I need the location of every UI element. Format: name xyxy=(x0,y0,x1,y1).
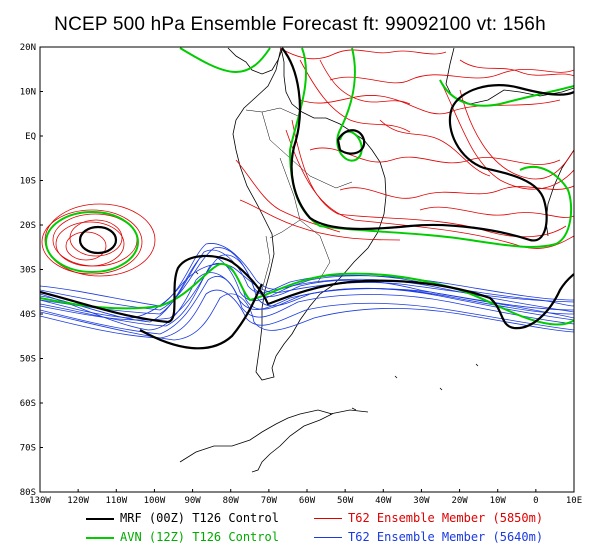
lat-tick-label: 70S xyxy=(20,444,36,454)
islands xyxy=(195,271,479,411)
lat-tick-label: 30S xyxy=(20,266,36,276)
lon-tick-label: 120W xyxy=(67,496,89,506)
lat-tick-label: 40S xyxy=(20,310,36,320)
africa-coast xyxy=(445,47,574,237)
lon-tick-label: 60W xyxy=(299,496,316,506)
lon-tick-label: 0 xyxy=(533,496,538,506)
blue-line-swatch xyxy=(314,537,342,538)
lon-tick-label: 20W xyxy=(451,496,468,506)
legend-label-red: T62 Ensemble Member (5850m) xyxy=(348,511,544,525)
lon-tick-label: 30W xyxy=(413,496,430,506)
avn-line-swatch xyxy=(86,536,114,539)
red-line-swatch xyxy=(314,518,342,519)
lat-tick-label: 50S xyxy=(20,355,36,365)
central-america-coast xyxy=(227,47,283,75)
blue-ensemble-contours xyxy=(40,243,574,341)
lat-tick-label: 80S xyxy=(20,488,36,498)
legend-item-avn: AVN (12Z) T126 Control xyxy=(86,530,279,544)
lat-tick-label: 10S xyxy=(20,177,36,187)
lat-tick-label: 60S xyxy=(20,399,36,409)
lon-tick-label: 130W xyxy=(29,496,51,506)
lat-tick-label: EQ xyxy=(25,132,36,142)
mrf-line-swatch xyxy=(86,517,114,520)
lon-tick-label: 10E xyxy=(566,496,582,506)
lat-tick-label: 20N xyxy=(20,43,36,53)
red-ensemble-contours xyxy=(41,47,574,277)
longitude-axis: 130W 120W 110W 100W 90W 80W 70W 60W 50W 40W 30W 20W… xyxy=(29,489,582,506)
map-frame xyxy=(39,46,575,493)
legend-label-mrf: MRF (00Z) T126 Control xyxy=(120,511,279,525)
legend-item-blue-ensemble: T62 Ensemble Member (5640m) xyxy=(314,530,543,544)
lon-tick-label: 80W xyxy=(223,496,240,506)
south-america-coast xyxy=(232,47,387,381)
lat-tick-label: 10N xyxy=(20,88,36,98)
legend-label-avn: AVN (12Z) T126 Control xyxy=(120,530,279,544)
lon-tick-label: 100W xyxy=(144,496,166,506)
avn-control-contours xyxy=(40,47,574,326)
lat-tick-label: 20S xyxy=(20,221,36,231)
map-title: NCEP 500 hPa Ensemble Forecast ft: 99092… xyxy=(54,14,546,35)
lon-tick-label: 70W xyxy=(261,496,278,506)
mrf-control-contours xyxy=(40,47,574,350)
legend-item-mrf: MRF (00Z) T126 Control xyxy=(86,511,279,525)
antarctica-coast xyxy=(179,409,369,473)
lon-tick-label: 50W xyxy=(337,496,354,506)
legend-item-red-ensemble: T62 Ensemble Member (5850m) xyxy=(314,511,543,525)
legend-label-blue: T62 Ensemble Member (5640m) xyxy=(348,530,544,544)
latitude-axis: 20N 10N EQ 10S 20S 30S 40S 50S 60S 70S 80S xyxy=(20,43,43,498)
lon-tick-label: 10W xyxy=(490,496,507,506)
lon-tick-label: 110W xyxy=(105,496,127,506)
lon-tick-label: 40W xyxy=(375,496,392,506)
country-borders xyxy=(245,107,353,291)
lon-tick-label: 90W xyxy=(184,496,201,506)
